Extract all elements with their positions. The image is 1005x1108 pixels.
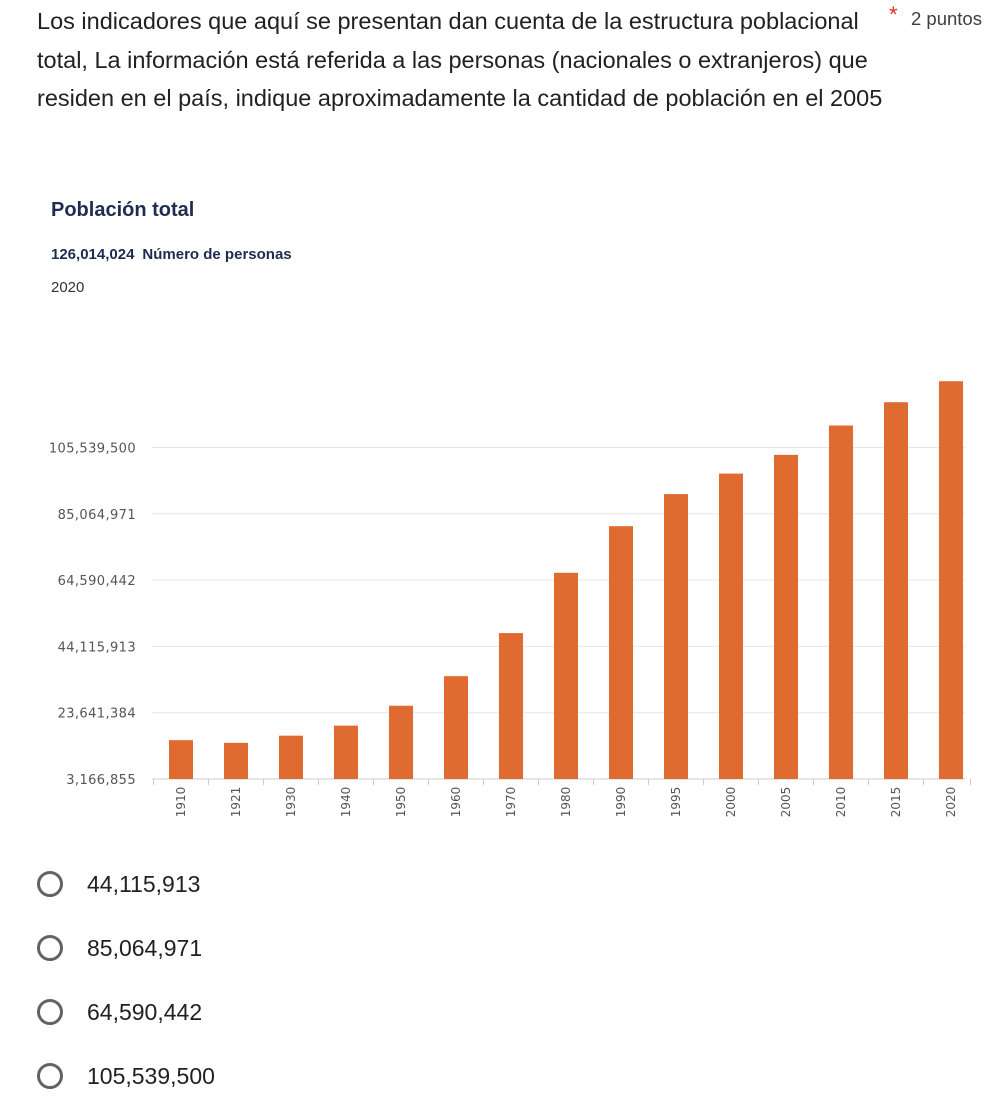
option-label: 105,539,500 (87, 1062, 215, 1089)
radio-button-icon[interactable] (37, 935, 63, 961)
y-tick-label: 105,539,500 (49, 442, 136, 457)
option-label: 85,064,971 (87, 934, 203, 961)
chart-total-value: 126,014,024 (51, 246, 135, 263)
bar-1940 (334, 725, 358, 779)
chart-value-line: 126,014,024 Número de personas (51, 246, 292, 263)
bar-2000 (719, 473, 743, 779)
option-2[interactable]: 85,064,971 (37, 916, 215, 980)
x-tick-label: 1910 (174, 787, 188, 818)
y-tick-label: 3,166,855 (66, 773, 136, 788)
x-tick-label: 1960 (449, 787, 463, 818)
bar-1921 (224, 742, 248, 779)
x-tick-label: 2020 (944, 787, 958, 818)
radio-button-icon[interactable] (37, 1063, 63, 1089)
radio-button-icon[interactable] (37, 871, 63, 897)
points-label: 2 puntos (911, 8, 982, 29)
x-tick-label: 2000 (724, 787, 738, 818)
y-tick-label: 85,064,971 (58, 508, 136, 523)
bar-1950 (389, 705, 413, 779)
bar-2015 (884, 402, 908, 779)
x-tick-label: 1950 (394, 787, 408, 818)
x-tick-label: 1995 (669, 787, 683, 818)
option-label: 44,115,913 (87, 870, 201, 897)
radio-button-icon[interactable] (37, 999, 63, 1025)
y-tick-label: 44,115,913 (58, 640, 136, 655)
x-tick-label: 1921 (229, 787, 243, 818)
x-tick-label: 1990 (614, 787, 628, 818)
bar-1980 (554, 572, 578, 779)
y-tick-label: 23,641,384 (58, 707, 136, 722)
answer-options: 44,115,913 85,064,971 64,590,442 105,539… (37, 852, 215, 1108)
chart-year: 2020 (51, 279, 85, 296)
chart-unit-label: Número de personas (142, 246, 292, 263)
x-tick-label: 2010 (834, 787, 848, 818)
y-tick-label: 64,590,442 (58, 574, 136, 589)
question-text: Los indicadores que aquí se presentan da… (37, 8, 883, 111)
bar-1910 (169, 740, 193, 779)
x-tick-label: 1930 (284, 787, 298, 818)
bar-1960 (444, 676, 468, 779)
option-label: 64,590,442 (87, 998, 203, 1025)
bar-1930 (279, 735, 303, 779)
bar-2005 (774, 454, 798, 779)
bar-1995 (664, 494, 688, 779)
bar-2010 (829, 425, 853, 779)
x-tick-label: 1940 (339, 787, 353, 818)
population-bar-chart: 3,166,855 23,641,384 44,115,913 64,590,442 8… (49, 381, 971, 818)
required-asterisk: * (889, 2, 898, 27)
option-3[interactable]: 64,590,442 (37, 980, 215, 1044)
bar-1970 (499, 633, 523, 779)
chart-title: Población total (51, 199, 195, 221)
option-1[interactable]: 44,115,913 (37, 852, 215, 916)
option-4[interactable]: 105,539,500 (37, 1044, 215, 1108)
x-tick-label: 2015 (889, 787, 903, 818)
x-tick-label: 2005 (779, 787, 793, 818)
x-tick-label: 1980 (559, 787, 573, 818)
bar-1990 (609, 526, 633, 779)
bar-2020 (939, 381, 963, 779)
x-tick-label: 1970 (504, 787, 518, 818)
